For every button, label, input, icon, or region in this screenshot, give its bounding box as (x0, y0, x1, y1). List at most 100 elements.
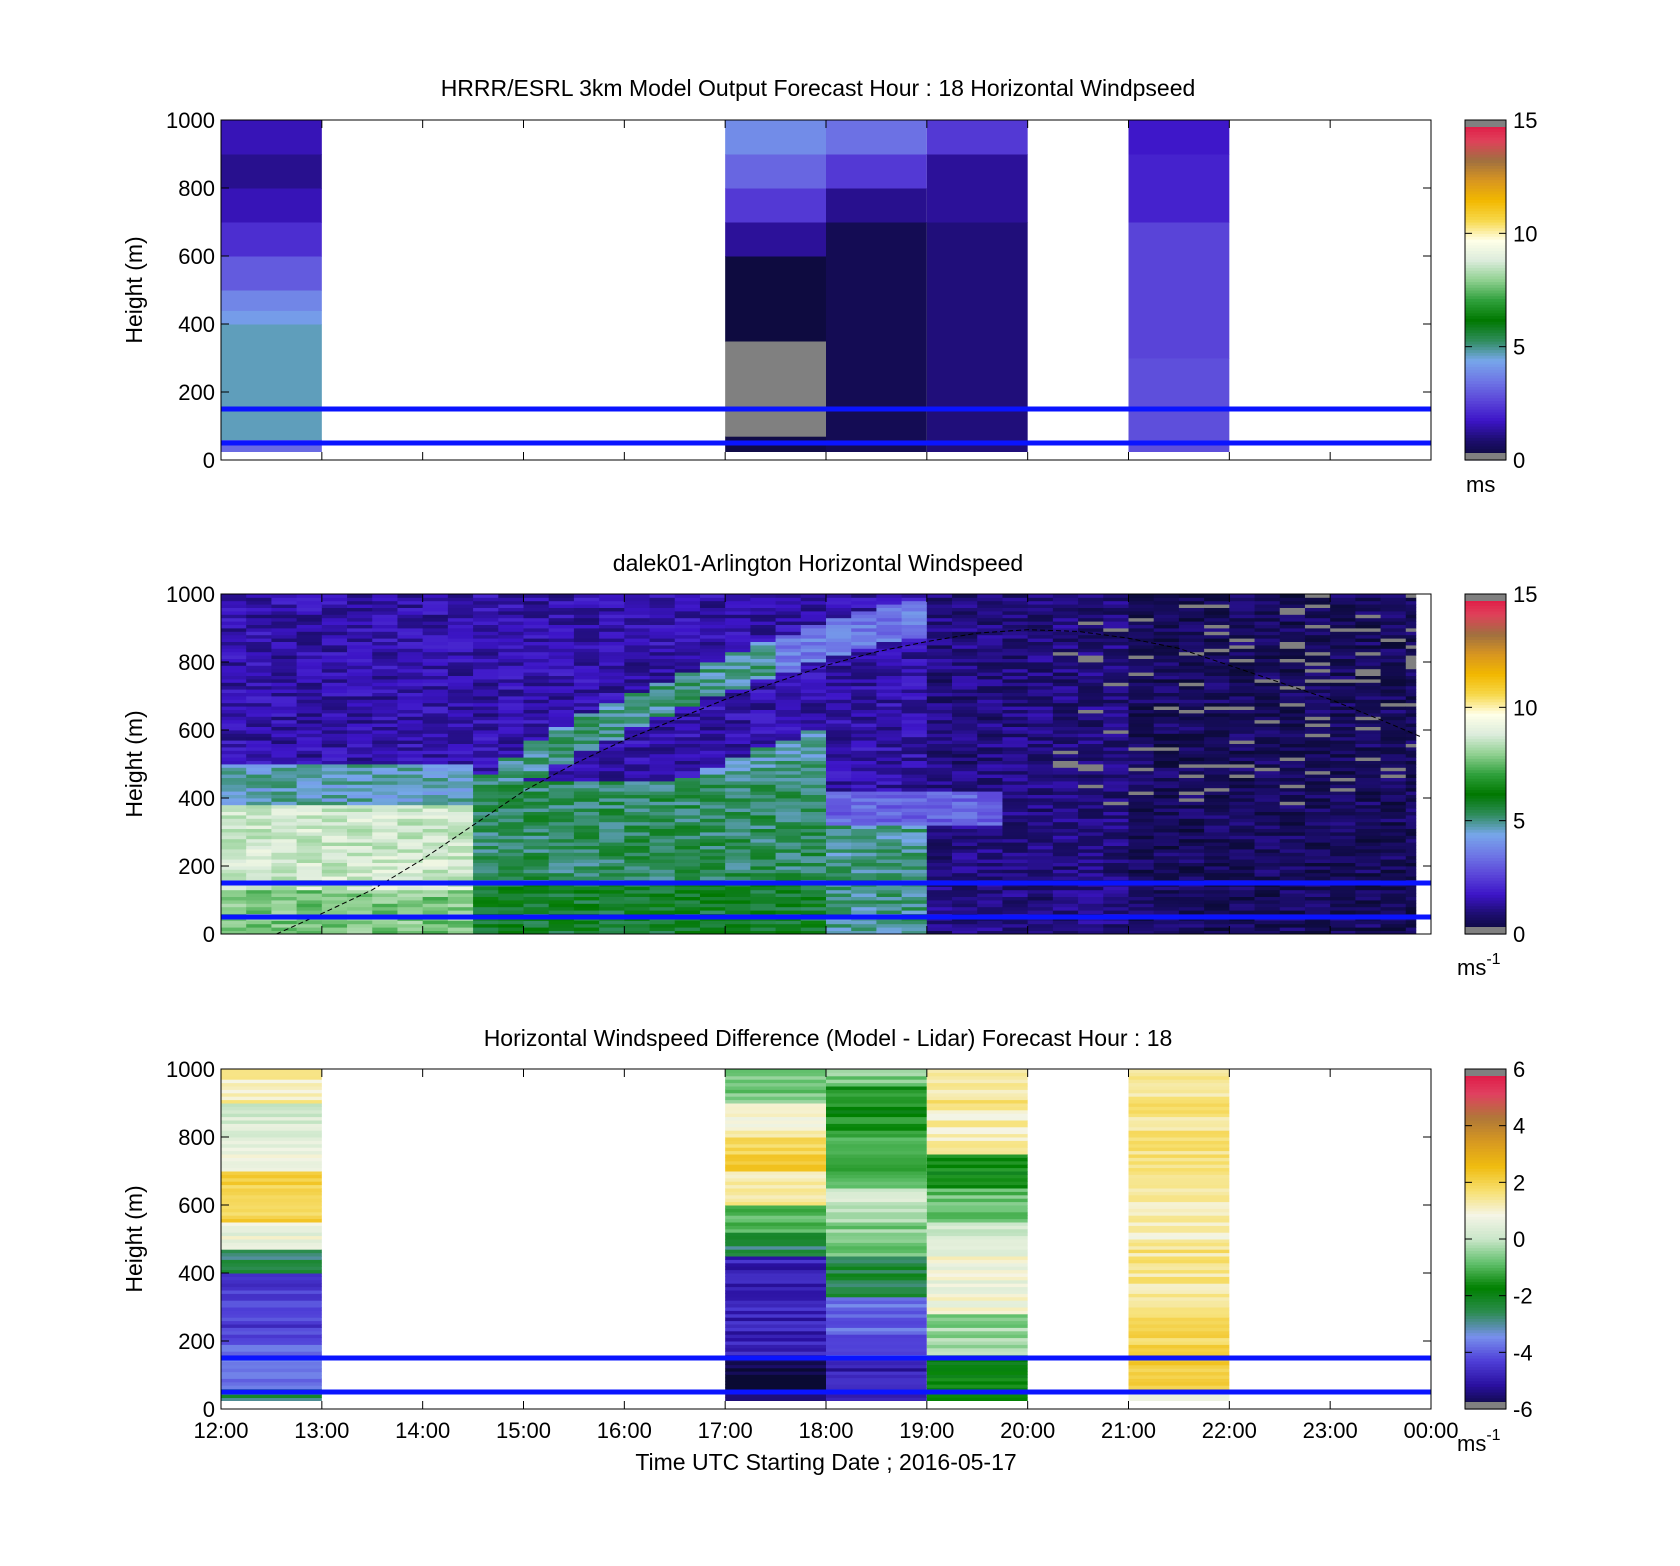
heatmap-cell (1103, 676, 1129, 680)
heatmap-cell (397, 744, 423, 748)
heatmap-cell (221, 781, 247, 785)
heatmap-cell (1179, 757, 1205, 761)
heatmap-cell (347, 924, 373, 928)
heatmap-cell (1103, 764, 1129, 768)
heatmap-cell (397, 706, 423, 710)
heatmap-cell (297, 815, 323, 819)
heatmap-cell (372, 910, 398, 914)
heatmap-cell (1053, 907, 1079, 911)
heatmap-cell (952, 832, 978, 836)
heatmap-cell (876, 723, 902, 727)
heatmap-cell (1330, 825, 1356, 829)
heatmap-cell (372, 608, 398, 612)
heatmap-cell (271, 866, 297, 870)
heatmap-cell (498, 635, 524, 639)
heatmap-cell (876, 740, 902, 744)
heatmap-cell (599, 696, 625, 700)
heatmap-cell (1103, 689, 1129, 693)
heatmap-cell (297, 716, 323, 720)
heatmap-cell (1028, 747, 1054, 751)
heatmap-cell (473, 723, 499, 727)
heatmap-cell (1129, 737, 1155, 741)
heatmap-cell (322, 730, 348, 734)
heatmap-cell (473, 761, 499, 765)
heatmap-cell (1204, 618, 1230, 622)
heatmap-cell (473, 730, 499, 734)
panel-title: HRRR/ESRL 3km Model Output Forecast Hour… (441, 75, 1196, 101)
heatmap-cell (851, 672, 877, 676)
heatmap-cell (448, 788, 474, 792)
heatmap-cell (1053, 761, 1079, 765)
heatmap-cell (876, 706, 902, 710)
heatmap-cell (1154, 835, 1180, 839)
heatmap-cell (498, 628, 524, 632)
heatmap-cell (1103, 754, 1129, 758)
heatmap-cell (322, 628, 348, 632)
heatmap-cell (776, 764, 802, 768)
heatmap-cell (423, 750, 449, 754)
panel-model-windspeed: HRRR/ESRL 3km Model Output Forecast Hour… (121, 75, 1537, 497)
heatmap-cell (1355, 737, 1381, 741)
heatmap-cell (1204, 665, 1230, 669)
heatmap-cell (524, 927, 550, 931)
heatmap-cell (1078, 839, 1104, 843)
heatmap-cell (221, 730, 247, 734)
heatmap-cell (1053, 645, 1079, 649)
heatmap-cell (599, 849, 625, 853)
heatmap-cell (397, 788, 423, 792)
heatmap-cell (1002, 648, 1028, 652)
heatmap-cell (1229, 839, 1255, 843)
heatmap-cell (952, 774, 978, 778)
heatmap-cell (675, 866, 701, 870)
heatmap-cell (624, 631, 650, 635)
heatmap-cell (1305, 927, 1331, 931)
heatmap-cell (246, 920, 272, 924)
heatmap-cell (776, 744, 802, 748)
heatmap-cell (246, 924, 272, 928)
heatmap-cell (473, 689, 499, 693)
heatmap-cell (574, 829, 600, 833)
heatmap-cell (322, 699, 348, 703)
heatmap-cell (372, 682, 398, 686)
heatmap-cell (977, 815, 1003, 819)
heatmap-cell (297, 597, 323, 601)
heatmap-cell (776, 839, 802, 843)
heatmap-cell (1154, 842, 1180, 846)
heatmap-cell (977, 723, 1003, 727)
heatmap-cell (1002, 890, 1028, 894)
heatmap-cell (1179, 798, 1205, 802)
heatmap-cell (952, 706, 978, 710)
heatmap-cell (473, 618, 499, 622)
heatmap-cell (271, 788, 297, 792)
heatmap-cell (574, 621, 600, 625)
heatmap-cell (826, 597, 852, 601)
heatmap-cell (876, 907, 902, 911)
heatmap-cell (1406, 720, 1416, 724)
heatmap-cell (549, 625, 575, 629)
heatmap-cell (1330, 846, 1356, 850)
heatmap-cell (322, 686, 348, 690)
heatmap-cell (347, 825, 373, 829)
heatmap-cell (1229, 710, 1255, 714)
heatmap-cell (1355, 846, 1381, 850)
heatmap-cell (851, 873, 877, 877)
heatmap-cell (1381, 686, 1407, 690)
heatmap-cell (372, 733, 398, 737)
heatmap-cell (927, 852, 953, 856)
heatmap-cell (1204, 910, 1230, 914)
heatmap-cell (1255, 761, 1281, 765)
heatmap-cell (851, 818, 877, 822)
heatmap-cell (776, 642, 802, 646)
heatmap-cell (977, 825, 1003, 829)
heatmap-cell (322, 890, 348, 894)
heatmap-cell (1154, 747, 1180, 751)
heatmap-cell (1002, 795, 1028, 799)
heatmap-cell (1179, 614, 1205, 618)
heatmap-cell (297, 808, 323, 812)
heatmap-cell (1078, 866, 1104, 870)
heatmap-cell (1280, 866, 1306, 870)
heatmap-cell (599, 614, 625, 618)
heatmap-cell (1129, 611, 1155, 615)
heatmap-cell (1355, 744, 1381, 748)
heatmap-cell (1103, 907, 1129, 911)
